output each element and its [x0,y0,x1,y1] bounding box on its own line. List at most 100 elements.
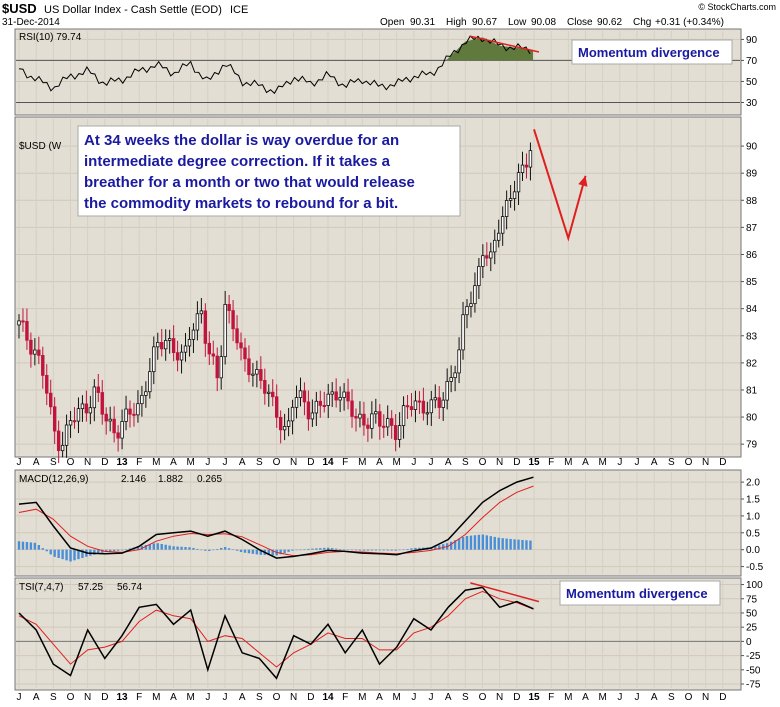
x-label: J [635,457,640,468]
macd-histogram-bar [529,540,532,550]
x-label: F [548,692,554,703]
price-series [17,142,533,464]
x-label: S [462,457,469,468]
candle-body [76,408,81,422]
macd-histogram-bar [29,542,33,550]
x-label: S [256,692,263,703]
x-label: M [358,457,366,468]
macd-histogram-bar [17,541,21,550]
macd-histogram-bar [152,543,155,550]
candle-body [132,413,136,416]
price-tick-label: 87 [746,223,758,234]
x-label: O [685,457,693,468]
candle-body [21,320,25,323]
candle-body [187,339,192,347]
x-label: N [290,457,297,468]
candle-body [520,164,525,174]
open-label: Open [380,17,404,28]
macd-histogram-bar [319,548,322,550]
tsi-divergence-callout: Momentum divergence [559,580,721,606]
macd-histogram-bar [231,549,235,551]
tsi-tick-label: -75 [746,680,761,691]
candle-body [449,377,453,382]
macd-histogram-bar [148,544,152,550]
x-label: M [358,692,366,703]
x-label: N [496,457,503,468]
x-label: J [205,457,210,468]
macd-histogram-bar [493,536,496,550]
y-axis-ticks: 79 80 81 82 83 84 85 86 87 88 89 90 90 70 50 30 2.0 1.5 1.… [741,35,764,691]
macd-histogram-bar [295,549,298,551]
macd-histogram-bar [112,549,116,552]
candle-body [497,232,501,241]
macd-histogram-bar [81,549,84,558]
x-label: A [170,457,177,468]
x-label: A [376,457,383,468]
x-label: J [429,692,434,703]
macd-histogram-bar [354,549,358,551]
candle-body [144,391,148,396]
x-label: A [651,457,658,468]
x-label: D [719,692,726,703]
macd-tick-label: 1.0 [746,511,760,522]
x-label: 14 [322,692,334,703]
candle-body [393,425,398,440]
macd-histogram-bar [438,545,441,550]
candle-body [148,371,152,393]
candle-body [179,351,184,361]
macd-histogram-bar [362,549,366,551]
macd-histogram-bar [120,549,124,551]
candle-body [191,329,196,340]
x-label: O [67,457,75,468]
macd-histogram-bar [489,536,492,550]
macd-histogram-bar [410,548,413,550]
x-axis-labels: J A S O N D 13 F M A M J J A S O N D 14 F M A M J J A S O N D 15 F M A M J J… [17,457,727,703]
macd-histogram-bar [414,547,417,550]
macd-histogram-bar [453,540,457,550]
x-label: J [17,457,22,468]
candle-body [322,405,326,408]
macd-histogram-bar [49,549,52,555]
candle-body [338,397,342,401]
macd-histogram-bar [442,544,445,550]
x-label: D [307,457,314,468]
candle-body [512,191,517,199]
tsi-tick-label: -25 [746,651,761,662]
macd-histogram-bar [378,549,381,551]
brand-label: © StockCharts.com [698,2,776,12]
macd-histogram-bar [307,548,310,550]
macd-histogram-bar [481,534,485,550]
ohlc-readout: Open 90.31 High 90.67 Low 90.08 Close 90… [380,17,724,28]
macd-histogram-bar [208,549,211,551]
candle-body [247,358,251,376]
macd-histogram-bar [227,548,231,550]
x-label: O [479,692,487,703]
candle-body [374,411,378,415]
x-label: M [152,457,160,468]
candle-body [366,424,370,429]
x-label: M [392,692,400,703]
x-label: S [668,692,675,703]
x-label: S [462,692,469,703]
x-label: N [702,457,709,468]
macd-histogram-bar [525,540,528,550]
symbol-title: $USD [2,1,37,16]
x-label: A [33,457,40,468]
x-label: 15 [528,692,540,703]
chart-date: 31-Dec-2014 [2,17,60,28]
candle-body [29,339,33,355]
rsi-tick-label: 30 [746,98,758,109]
x-label: F [548,457,554,468]
candle-body [469,303,473,307]
macd-histogram-bar [216,548,219,550]
candle-body [152,346,156,373]
drawn-overlays [470,35,588,603]
macd-histogram-bar [473,535,477,550]
candle-body [17,320,21,326]
macd-histogram-bar [93,549,96,555]
x-label: O [273,692,281,703]
x-label: D [101,692,108,703]
macd-histogram-bar [172,546,175,550]
x-label: S [50,457,57,468]
price-tick-label: 81 [746,385,758,396]
